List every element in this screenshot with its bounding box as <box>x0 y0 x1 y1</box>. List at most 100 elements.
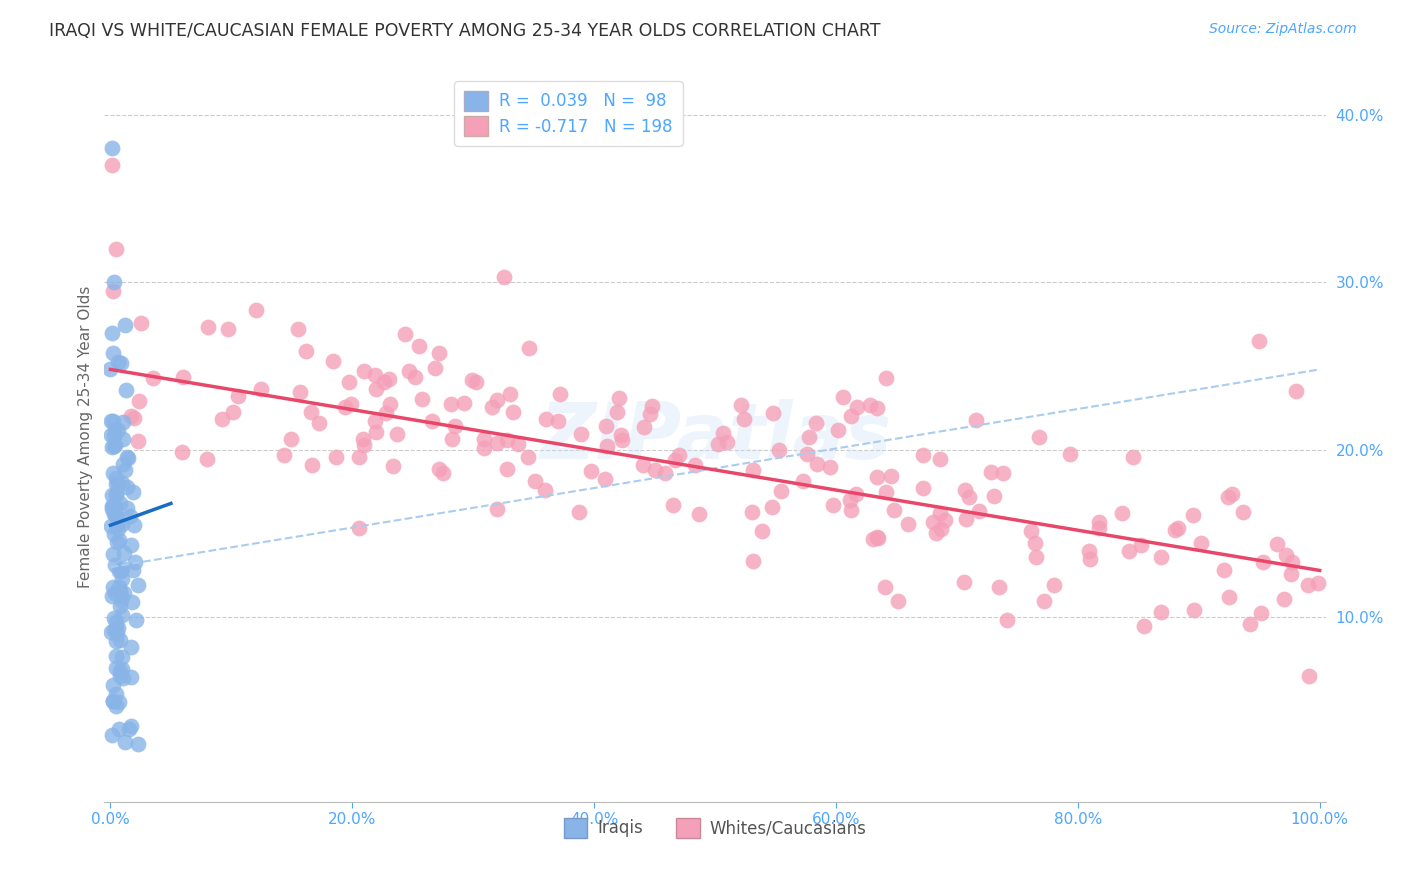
Point <box>432 466 454 480</box>
Point <box>1232 505 1254 519</box>
Point <box>983 489 1005 503</box>
Point <box>1213 564 1236 578</box>
Point <box>121 595 143 609</box>
Point <box>472 441 495 455</box>
Point <box>820 460 842 475</box>
Point <box>461 373 484 387</box>
Point <box>548 387 571 401</box>
Point <box>644 463 666 477</box>
Point <box>100 141 122 155</box>
Point <box>366 382 388 396</box>
Point <box>111 458 134 472</box>
Point <box>638 407 661 421</box>
Point <box>221 405 243 419</box>
Point <box>100 440 122 454</box>
Point <box>496 461 519 475</box>
Point <box>606 405 628 419</box>
Point <box>792 475 814 489</box>
Point <box>104 585 127 599</box>
Point <box>128 393 150 408</box>
Point <box>911 448 934 462</box>
Point <box>111 415 134 429</box>
Point <box>115 480 138 494</box>
Point <box>101 501 124 516</box>
Point <box>100 326 122 340</box>
Point <box>741 554 763 568</box>
Point <box>911 481 934 495</box>
Point <box>664 453 686 467</box>
Point <box>711 425 734 440</box>
Point <box>107 477 129 491</box>
Point <box>524 475 547 489</box>
Point <box>1249 334 1271 348</box>
Point <box>568 505 591 519</box>
Point <box>607 391 630 405</box>
Point <box>100 158 122 172</box>
Point <box>103 276 125 290</box>
Point <box>502 405 524 419</box>
Point <box>1239 617 1261 632</box>
Point <box>104 488 127 502</box>
Point <box>110 564 132 578</box>
Point <box>107 423 129 437</box>
Point <box>1087 521 1109 535</box>
Point <box>294 344 316 359</box>
Point <box>110 356 132 370</box>
Point <box>761 500 783 515</box>
Point <box>547 414 569 428</box>
Point <box>110 475 132 490</box>
Point <box>1216 490 1239 504</box>
Point <box>353 438 375 452</box>
Point <box>1078 551 1101 566</box>
Point <box>107 695 129 709</box>
Point <box>100 488 122 502</box>
Point <box>129 316 152 330</box>
Text: ZIPatlas: ZIPatlas <box>538 400 891 475</box>
Point <box>308 416 330 430</box>
Point <box>1130 538 1153 552</box>
Point <box>741 506 763 520</box>
Point <box>103 467 125 481</box>
Point <box>683 458 706 472</box>
Point <box>100 414 122 428</box>
Point <box>569 426 592 441</box>
Point <box>105 471 128 485</box>
Point <box>120 719 142 733</box>
Point <box>105 508 128 523</box>
Point <box>103 499 125 513</box>
Point <box>595 419 617 434</box>
Point <box>101 414 124 428</box>
Point <box>427 462 450 476</box>
Point <box>929 452 952 467</box>
Point <box>1164 523 1187 537</box>
Point <box>120 409 142 424</box>
Point <box>1281 566 1303 581</box>
Point <box>378 397 401 411</box>
Point <box>534 412 557 426</box>
Point <box>112 586 135 600</box>
Point <box>105 649 128 664</box>
Point <box>887 593 910 607</box>
Point <box>921 515 943 529</box>
Point <box>115 501 138 516</box>
Point <box>517 450 540 465</box>
Point <box>172 370 194 384</box>
Point <box>364 425 387 440</box>
Point <box>429 346 451 360</box>
Point <box>127 737 149 751</box>
Point <box>769 484 792 499</box>
Point <box>839 409 862 424</box>
Point <box>595 472 617 486</box>
Point <box>287 322 309 336</box>
Point <box>1025 550 1047 565</box>
Point <box>142 371 165 385</box>
Legend: Iraqis, Whites/Caucasians: Iraqis, Whites/Caucasians <box>557 812 873 844</box>
Point <box>122 517 145 532</box>
Point <box>110 590 132 604</box>
Point <box>845 400 868 414</box>
Point <box>107 517 129 532</box>
Point <box>897 516 920 531</box>
Point <box>1274 591 1296 606</box>
Point <box>883 503 905 517</box>
Point <box>827 423 849 437</box>
